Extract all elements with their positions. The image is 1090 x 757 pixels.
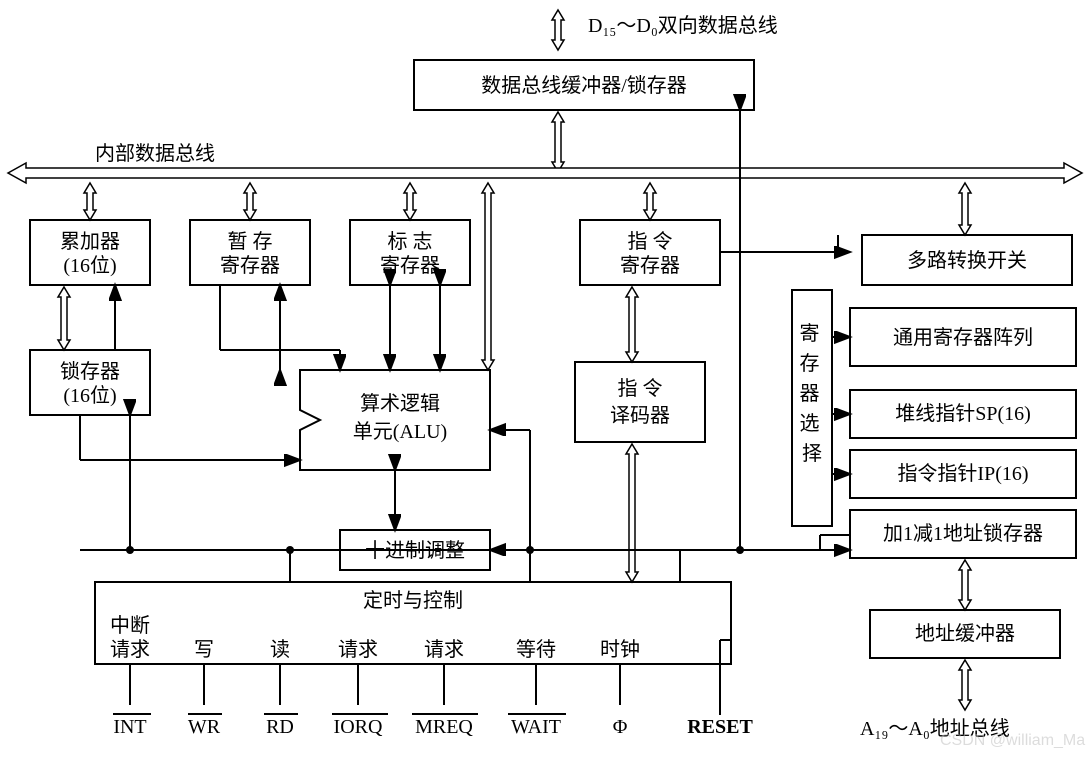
buffer-to-bus-arrow xyxy=(552,112,564,172)
alu-l2: 单元(ALU) xyxy=(353,420,447,443)
sig-iorq: IORQ xyxy=(334,716,383,738)
dot-rail-3 xyxy=(736,546,744,554)
ip-label: 指令指针IP(16) xyxy=(897,462,1028,485)
flag-reg-l1: 标 志 xyxy=(388,230,433,253)
bus-conn-alu xyxy=(482,183,494,370)
sig-int: INT xyxy=(113,716,146,738)
sig-mreq: MREQ xyxy=(415,716,473,738)
timing-clk: 时钟 xyxy=(600,638,640,661)
instr-dec-l2: 译码器 xyxy=(610,404,670,427)
bus-conn-acc xyxy=(84,183,96,220)
instr-dec-l1: 指 令 xyxy=(618,377,663,400)
bus-conn-mux xyxy=(959,183,971,235)
inc-dec-label: 加1减1地址锁存器 xyxy=(883,522,1043,545)
mux-label: 多路转换开关 xyxy=(907,249,1027,272)
top-bus-arrow xyxy=(552,10,564,50)
alu-l1: 算术逻辑 xyxy=(360,392,440,415)
sig-wait: WAIT xyxy=(511,716,561,738)
data-buffer-label: 数据总线缓冲器/锁存器 xyxy=(481,74,687,97)
timing-label: 定时与控制 xyxy=(363,589,463,612)
latch-l2: (16位) xyxy=(63,384,116,407)
instr-dec-box xyxy=(575,362,705,442)
sig-rd: RD xyxy=(266,716,294,738)
accumulator-l1: 累加器 xyxy=(60,230,120,253)
timing-wait: 等待 xyxy=(516,638,556,661)
sig-wr: WR xyxy=(188,716,221,738)
addrbuf-to-out xyxy=(959,660,971,710)
timing-req1: 请求 xyxy=(338,638,378,661)
addr-buf-label: 地址缓冲器 xyxy=(915,622,1015,645)
timing-req2: 请求 xyxy=(424,638,464,661)
alu-box xyxy=(300,370,490,470)
instr-reg-l1: 指 令 xyxy=(628,230,673,253)
bus-conn-flag xyxy=(404,183,416,220)
timing-int-l1: 中断 xyxy=(110,614,150,637)
sig-reset: RESET xyxy=(687,716,753,738)
temp-reg-l2: 寄存器 xyxy=(220,254,280,277)
instr-reg-l2: 寄存器 xyxy=(620,254,680,277)
timing-rd: 读 xyxy=(270,638,290,661)
flag-reg-l2: 寄存器 xyxy=(380,254,440,277)
signals xyxy=(130,664,620,705)
temp-reg-l1: 暂 存 xyxy=(228,230,273,253)
accumulator-l2: (16位) xyxy=(63,254,116,277)
incdec-to-addrbuf xyxy=(959,560,971,610)
gpr-label: 通用寄存器阵列 xyxy=(893,326,1033,349)
dot-rail-1 xyxy=(126,546,134,554)
internal-bus xyxy=(8,163,1082,183)
timing-int-l2: 请求 xyxy=(110,638,150,661)
timing-wr: 写 xyxy=(194,639,214,661)
latch-l1: 锁存器 xyxy=(60,360,120,383)
acc-latch-arrow xyxy=(58,287,70,350)
sig-phi: Φ xyxy=(613,716,628,738)
bus-conn-instr xyxy=(644,183,656,220)
internal-bus-label: 内部数据总线 xyxy=(95,142,215,165)
watermark: CSDN @william_Ma xyxy=(940,732,1085,749)
instr-to-dec xyxy=(626,287,638,362)
reg-select-label: 寄 存 器 选 择 xyxy=(800,322,825,465)
bus-conn-temp xyxy=(244,183,256,220)
sp-label: 堆线指针SP(16) xyxy=(895,402,1031,425)
top-bus-label: D₁₅～D₀双向数据总线 xyxy=(588,14,778,37)
dec-to-timing xyxy=(626,444,638,582)
